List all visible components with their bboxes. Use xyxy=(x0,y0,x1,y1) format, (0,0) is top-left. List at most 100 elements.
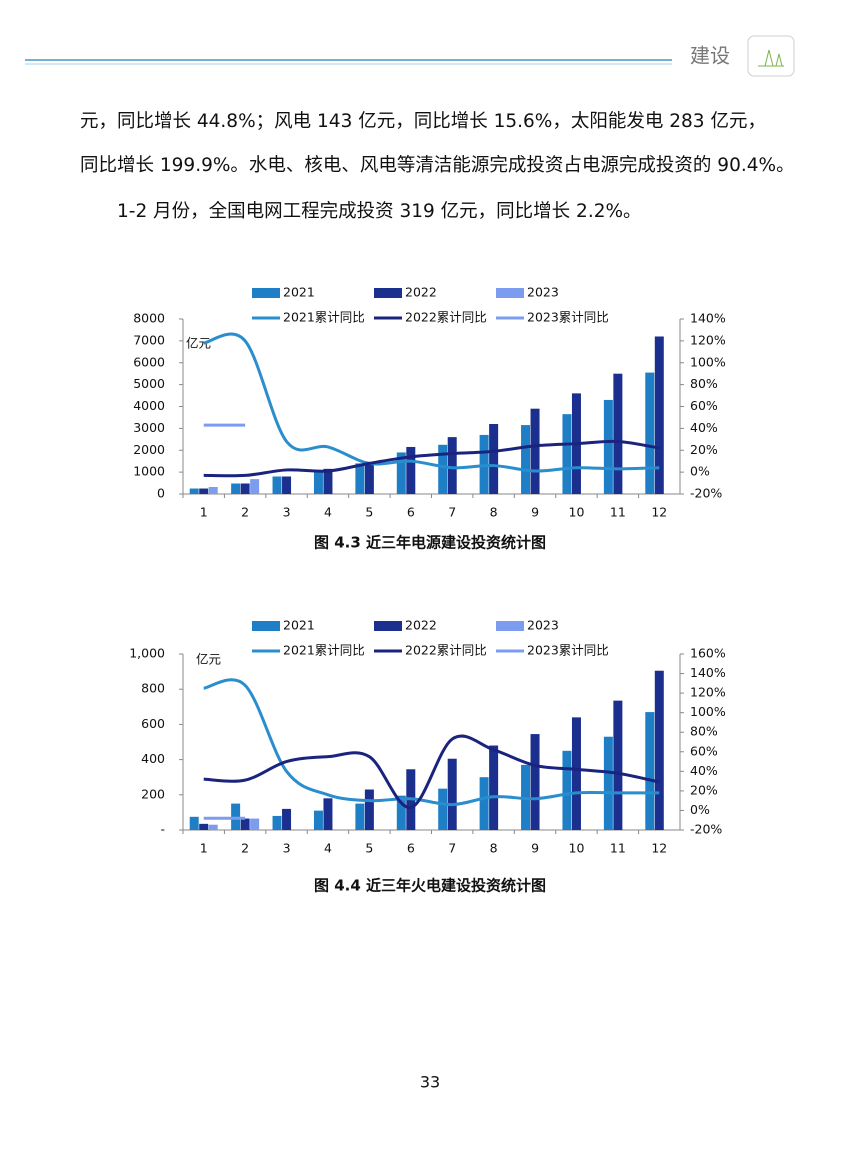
bar xyxy=(364,463,374,494)
y-tick-label: 800 xyxy=(141,681,165,696)
legend-label: 2021 xyxy=(283,285,315,300)
x-tick-label: 3 xyxy=(283,505,291,520)
bar xyxy=(250,818,260,830)
bar xyxy=(272,815,282,830)
bar xyxy=(447,758,457,830)
legend-label: 2023 xyxy=(527,285,559,300)
bar xyxy=(323,468,333,494)
y-tick-label: 1000 xyxy=(133,464,165,479)
bar xyxy=(272,476,282,494)
legend-label: 2023累计同比 xyxy=(527,310,609,325)
x-tick-label: 12 xyxy=(651,841,667,856)
line-series xyxy=(203,439,660,478)
x-tick-label: 1 xyxy=(200,505,208,520)
bar xyxy=(645,712,655,830)
bar xyxy=(406,446,416,494)
bar xyxy=(530,408,540,494)
y-tick-label: 2000 xyxy=(133,442,165,457)
bar xyxy=(603,736,613,830)
x-tick-label: 11 xyxy=(610,505,626,520)
x-tick-label: 5 xyxy=(365,841,373,856)
bar xyxy=(282,808,292,830)
bar xyxy=(231,483,241,494)
chart-caption: 图 4.4 近三年火电建设投资统计图 xyxy=(314,877,546,895)
paragraph: 元，同比增长 44.8%；风电 143 亿元，同比增长 15.6%，太阳能发电 … xyxy=(80,111,766,132)
legend-swatch xyxy=(496,288,524,298)
x-tick-label: 7 xyxy=(448,505,456,520)
bar xyxy=(240,483,250,494)
y-tick-label: 4000 xyxy=(133,398,165,413)
x-tick-label: 9 xyxy=(531,841,539,856)
x-tick-label: 6 xyxy=(407,841,415,856)
y-tick-label: 6000 xyxy=(133,354,165,369)
bar xyxy=(189,488,199,494)
legend-label: 2022累计同比 xyxy=(405,310,487,325)
bar xyxy=(396,452,406,494)
y2-tick-label: 140% xyxy=(690,665,726,680)
x-tick-label: 5 xyxy=(365,505,373,520)
x-tick-label: 8 xyxy=(490,841,498,856)
x-tick-label: 11 xyxy=(610,841,626,856)
y-tick-label: 8000 xyxy=(133,311,165,326)
bar xyxy=(189,816,199,830)
bar xyxy=(613,373,623,494)
y-axis-unit: 亿元 xyxy=(186,336,211,351)
legend-label: 2023累计同比 xyxy=(527,643,609,658)
bar xyxy=(364,789,374,830)
legend-swatch xyxy=(374,621,402,631)
bar xyxy=(250,479,260,494)
bar xyxy=(313,469,323,494)
bar xyxy=(313,810,323,830)
bar xyxy=(355,803,365,830)
y2-tick-label: 0% xyxy=(690,464,710,479)
page-number: 33 xyxy=(420,1073,440,1092)
bar xyxy=(447,437,457,494)
bar xyxy=(282,476,292,494)
chart-caption: 图 4.3 近三年电源建设投资统计图 xyxy=(314,534,546,552)
bar xyxy=(438,788,448,830)
legend-swatch xyxy=(374,288,402,298)
bar xyxy=(208,487,218,494)
bar xyxy=(530,734,540,830)
bar xyxy=(562,414,572,494)
x-tick-label: 10 xyxy=(569,841,585,856)
bar xyxy=(603,399,613,494)
y2-tick-label: 20% xyxy=(690,782,718,797)
bar xyxy=(438,444,448,494)
bar xyxy=(562,750,572,830)
bar xyxy=(521,425,531,494)
y-tick-label: 1,000 xyxy=(129,646,165,661)
x-tick-label: 6 xyxy=(407,505,415,520)
x-tick-label: 4 xyxy=(324,505,332,520)
bar xyxy=(355,463,365,494)
y-tick-label: 3000 xyxy=(133,420,165,435)
y-tick-label: 400 xyxy=(141,751,165,766)
x-tick-label: 1 xyxy=(200,841,208,856)
y-tick-label: 600 xyxy=(141,716,165,731)
y2-tick-label: 100% xyxy=(690,704,726,719)
x-tick-label: 2 xyxy=(241,841,249,856)
y-tick-label: 0 xyxy=(157,486,165,501)
bar xyxy=(489,424,499,494)
header-icon-art xyxy=(758,49,784,67)
legend-swatch xyxy=(252,288,280,298)
legend-label: 2021累计同比 xyxy=(283,310,365,325)
x-tick-label: 4 xyxy=(324,841,332,856)
x-tick-label: 3 xyxy=(283,841,291,856)
bar xyxy=(240,818,250,830)
y2-tick-label: 40% xyxy=(690,420,718,435)
legend-label: 2022 xyxy=(405,285,437,300)
legend-label: 2022 xyxy=(405,618,437,633)
y-tick-label: 7000 xyxy=(133,332,165,347)
bar xyxy=(323,798,333,830)
bar xyxy=(199,488,209,494)
bar xyxy=(199,823,209,830)
bar xyxy=(396,795,406,830)
line-series xyxy=(203,332,660,473)
x-tick-label: 8 xyxy=(490,505,498,520)
y-tick-label: 5000 xyxy=(133,376,165,391)
header-title: 建设 xyxy=(690,44,730,68)
bar xyxy=(571,717,581,830)
